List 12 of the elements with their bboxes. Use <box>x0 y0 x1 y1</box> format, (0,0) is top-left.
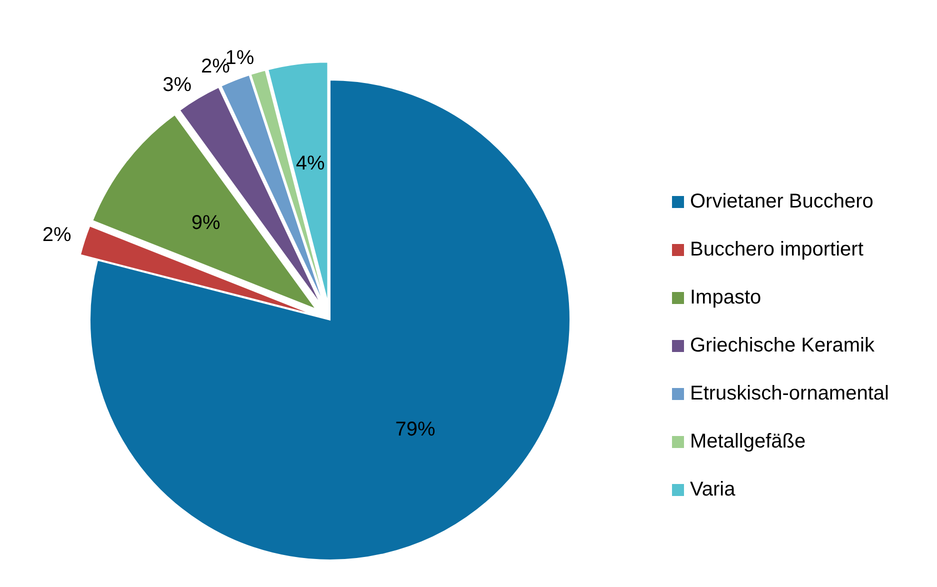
data-label: 3% <box>162 74 192 96</box>
legend-label: Etruskisch-ornamental <box>690 382 889 404</box>
legend-label: Metallgefäße <box>690 430 806 452</box>
data-label: 9% <box>191 212 220 234</box>
legend-label: Bucchero importiert <box>690 238 864 260</box>
legend-label: Griechische Keramik <box>690 334 876 356</box>
legend-label: Orvietaner Bucchero <box>690 190 874 212</box>
data-label: 2% <box>42 224 72 246</box>
data-label: 79% <box>395 418 436 440</box>
legend-label: Impasto <box>690 286 762 308</box>
legend-label: Varia <box>690 478 736 500</box>
data-label: 4% <box>296 152 325 174</box>
